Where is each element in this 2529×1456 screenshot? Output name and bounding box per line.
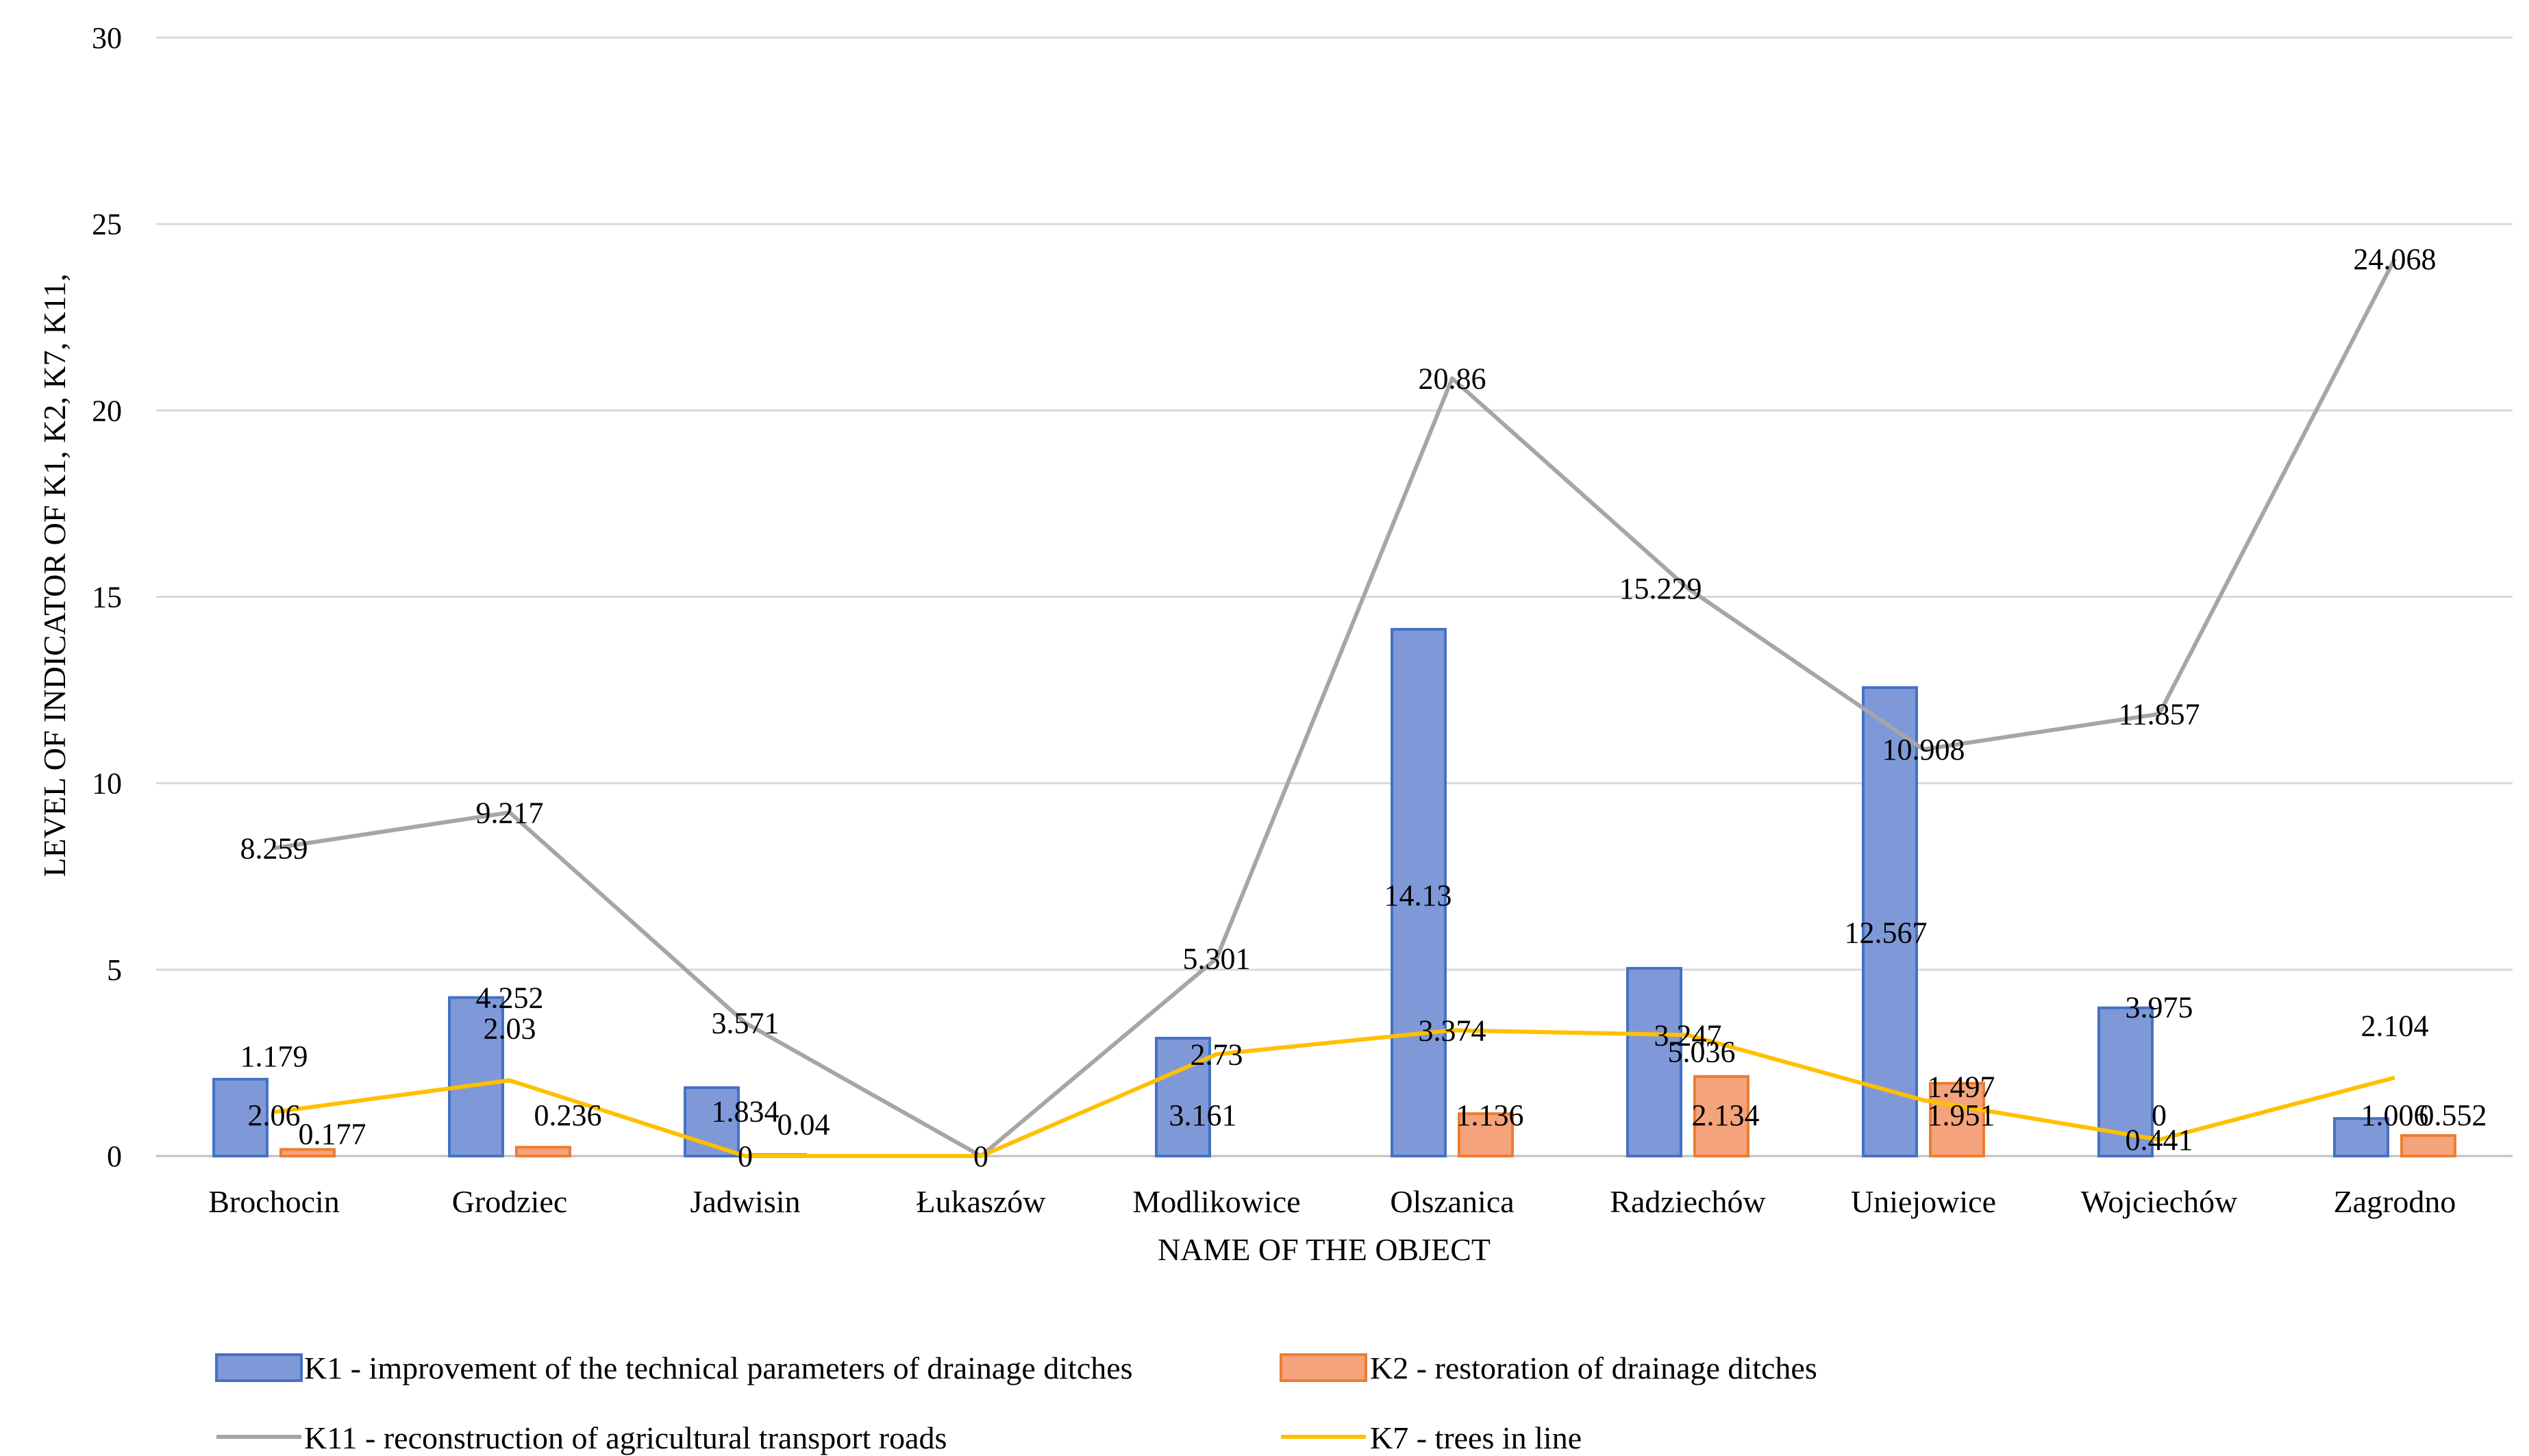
data-label-k2-6: 2.134 [1692,1099,1760,1132]
data-label-k11-3: 0 [973,1140,988,1173]
x-tick-label-9: Zagrodno [2334,1184,2456,1219]
data-label-k11-8: 11.857 [2118,698,2200,731]
data-label-k11-4: 5.301 [1183,942,1251,975]
bar-k2-0 [279,1148,336,1158]
bar-k1-6 [1626,966,1682,1158]
gridlines [156,36,2513,1157]
data-label-k7-4: 2.73 [1191,1038,1243,1071]
legend-swatch-k2 [1280,1353,1367,1382]
data-label-k7-2: 0 [738,1140,753,1173]
y-axis-title: LEVEL OF INDICATOR OF K1, K2, K7, K11, [37,273,72,877]
bar-k1-1 [448,996,504,1157]
data-label-k11-2: 3.571 [712,1007,780,1040]
legend-label-k7: K7 - trees in line [1370,1420,1582,1455]
data-label-k1-9: 1.006 [2361,1099,2429,1132]
data-label-k2-0: 0.177 [299,1117,366,1151]
y-tick-label-1: 5 [107,953,122,987]
x-tick-label-5: Olszanica [1390,1184,1514,1219]
bar-k1-0 [212,1077,269,1157]
x-tick-label-3: Łukaszów [916,1184,1046,1219]
data-label-k7-7: 1.497 [1928,1070,1995,1104]
legend-label-k11: K11 - reconstruction of agricultural tra… [304,1420,947,1455]
bar-k2-9 [2400,1133,2456,1157]
data-label-k7-9: 2.104 [2361,1009,2429,1042]
data-label-k7-1: 2.03 [484,1012,536,1046]
x-tick-label-8: Wojciechów [2081,1184,2239,1219]
data-label-k2-7: 1.951 [1928,1099,1995,1132]
data-label-k2-9: 0.552 [2419,1099,2487,1132]
legend: K1 - improvement of the technical parame… [215,1351,1817,1455]
bar-k1-5 [1391,627,1447,1157]
data-label-k11-0: 8.259 [240,831,308,865]
data-label-k1-0: 2.06 [248,1099,301,1132]
legend-swatch-k1 [215,1353,303,1382]
y-axis-ticks: 0 5 10 15 20 25 30 [92,21,122,1173]
line-k7 [273,1028,2395,1158]
x-tick-label-4: Modlikowice [1132,1184,1300,1219]
x-tick-label-7: Uniejowice [1851,1184,1996,1219]
data-label-k1-5: 14.13 [1384,879,1452,912]
data-label-k1-8: 3.975 [2126,990,2193,1024]
legend-item-k2[interactable]: K2 - restoration of drainage ditches [1280,1351,1817,1385]
data-label-k11-7: 10.908 [1882,733,1965,766]
legend-item-k11[interactable]: K11 - reconstruction of agricultural tra… [216,1420,947,1455]
line-k11 [273,258,2397,1158]
bar-k1-4 [1155,1036,1211,1158]
bars [212,627,2456,1158]
y-tick-label-0: 0 [107,1140,122,1173]
bar-k2-7 [1929,1081,1985,1157]
data-label-k2-8: 0 [2152,1099,2167,1132]
data-label-k2-5: 1.136 [1456,1099,1524,1132]
data-label-k2-1: 0.236 [534,1099,602,1132]
y-tick-label-3: 15 [92,581,122,614]
data-label-k11-6: 15.229 [1619,572,1702,605]
y-tick-label-5: 25 [92,208,122,241]
x-tick-label-6: Radziechów [1610,1184,1766,1219]
data-label-k11-9: 24.068 [2354,242,2437,276]
bar-k2-5 [1458,1112,1514,1157]
bar-k2-1 [515,1146,571,1157]
bar-k2-6 [1693,1075,1749,1157]
legend-item-k7[interactable]: K7 - trees in line [1281,1420,1582,1455]
data-label-k1-1: 4.252 [476,981,544,1015]
data-label-k1-7: 12.567 [1845,916,1928,949]
lines [273,258,2397,1158]
bar-k1-7 [1862,686,1918,1157]
legend-label-k2: K2 - restoration of drainage ditches [1370,1351,1817,1385]
data-label-k1-2: 1.834 [712,1095,780,1129]
data-labels: 2.06 4.252 1.834 3.161 14.13 5.036 12.567 3.975… [240,242,2487,1173]
legend-label-k1: K1 - improvement of the technical parame… [304,1351,1133,1385]
x-tick-label-2: Jadwisin [690,1184,801,1219]
y-tick-label-6: 30 [92,21,122,55]
data-label-k1-6: 5.036 [1668,1035,1736,1069]
data-label-k7-5: 3.374 [1419,1014,1486,1047]
data-label-k1-4: 3.161 [1169,1099,1237,1132]
data-label-k11-5: 20.86 [1419,362,1486,396]
data-label-k11-1: 9.217 [476,796,544,829]
data-label-k7-8: 0.441 [2126,1123,2193,1157]
data-label-k7-0: 1.179 [240,1040,308,1073]
y-tick-label-2: 10 [92,767,122,801]
x-tick-label-0: Brochocin [208,1184,340,1219]
data-label-k7-6: 3.247 [1654,1018,1722,1052]
x-axis-categories: Brochocin Grodziec Jadwisin Łukaszów Modliko… [208,1184,2456,1219]
data-label-k2-2: 0.04 [777,1108,830,1142]
bar-k1-9 [2333,1117,2389,1158]
y-tick-label-4: 20 [92,394,122,427]
x-axis-title: NAME OF THE OBJECT [1158,1232,1491,1267]
x-tick-label-1: Grodziec [452,1184,568,1219]
legend-item-k1[interactable]: K1 - improvement of the technical parame… [215,1351,1133,1385]
